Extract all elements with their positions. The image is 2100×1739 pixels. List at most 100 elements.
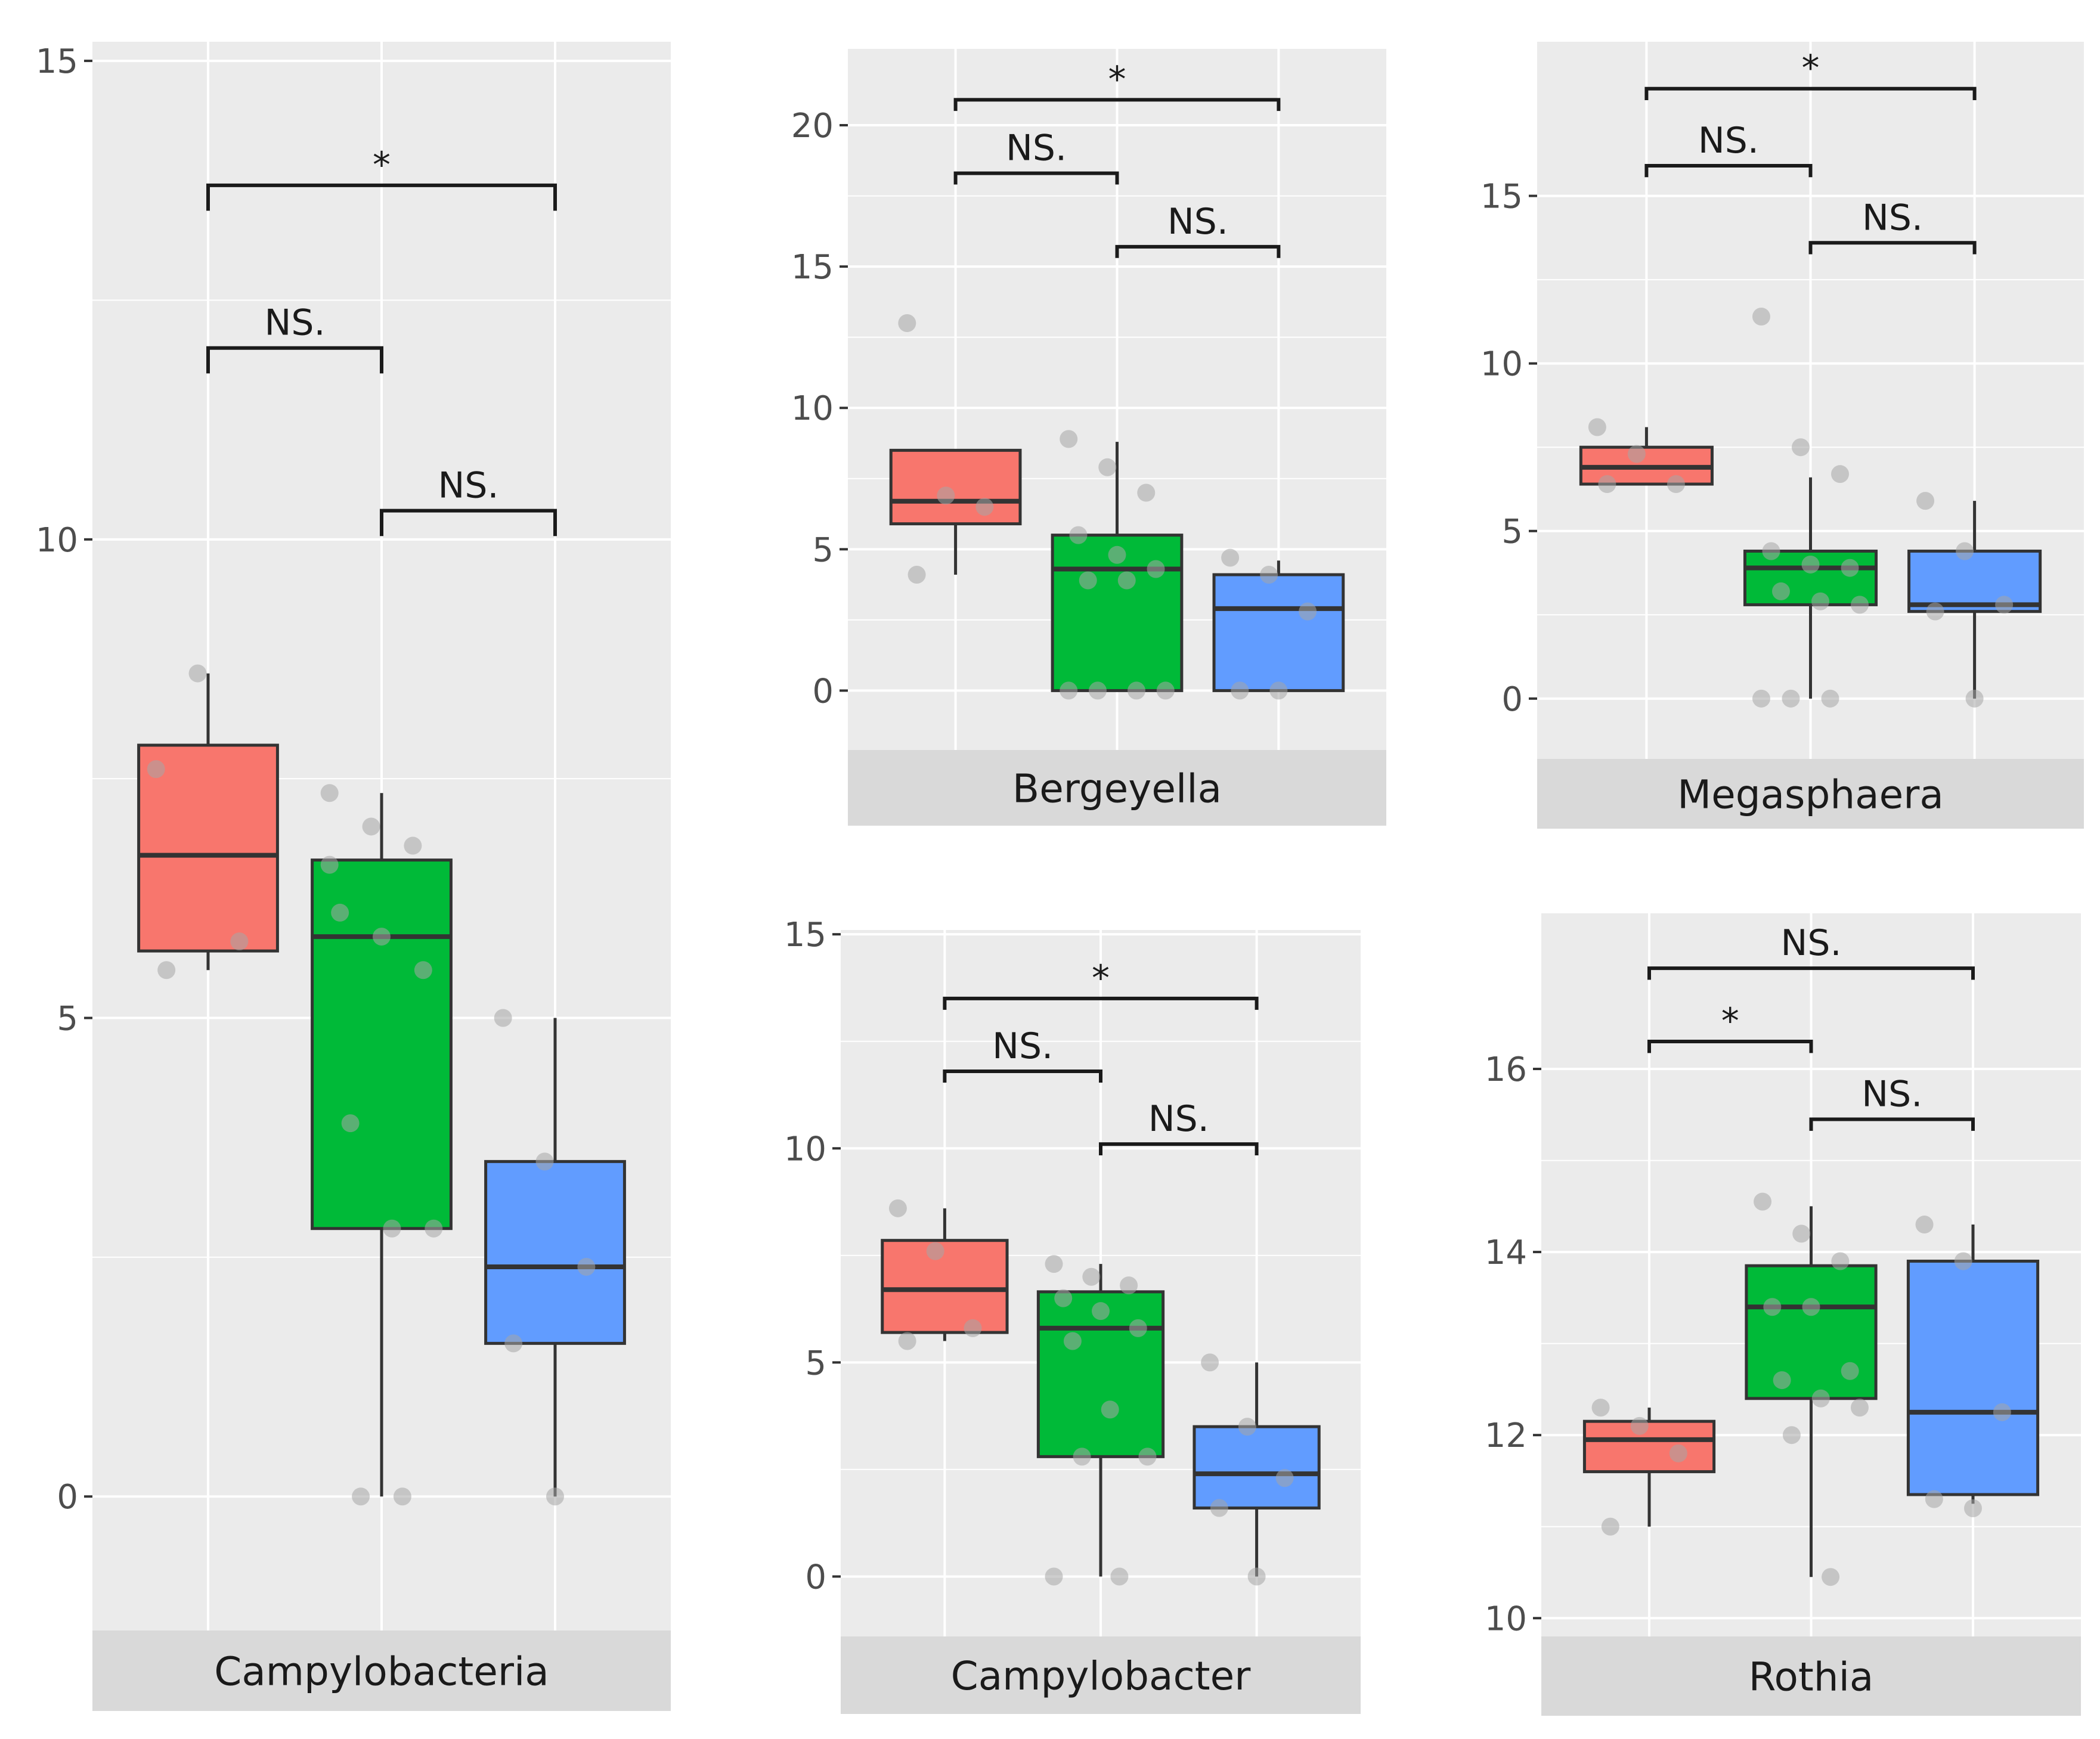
significance-label: NS. [1006,128,1067,169]
box-group-3 [1193,1425,1321,1510]
data-point [1773,1371,1791,1390]
data-point [383,1219,401,1238]
significance-bracket [1808,241,1977,255]
data-point [1752,307,1770,326]
data-point [1045,1255,1063,1273]
data-point [331,903,349,922]
data-point [1129,1319,1147,1337]
panel-campylobacter: 0 5 10 15 * NS. NS. Campylobacter [784,916,1361,1714]
data-point [1060,681,1078,700]
significance-label: * [373,144,391,186]
significance-label: NS. [1861,1073,1922,1115]
data-point [352,1487,370,1506]
significance-label: * [1108,58,1126,100]
data-point [157,961,176,979]
data-point [1201,1353,1219,1372]
significance-label: * [1802,48,1820,89]
y-tick-label: 20 [791,107,834,145]
data-point [1601,1517,1619,1536]
data-point [1092,1302,1110,1320]
data-point [1108,545,1126,564]
significance-bracket [380,509,557,537]
data-point [147,760,165,779]
data-point [1782,1426,1801,1444]
data-point [1630,1416,1649,1435]
y-tick-label: 10 [791,389,834,428]
data-point [926,1242,944,1260]
y-tick-label: 5 [1501,513,1523,551]
data-point [1260,566,1278,584]
facet-label: Rothia [1749,1654,1874,1700]
data-point [414,961,432,979]
data-point [1995,596,2014,614]
data-point [1063,1332,1082,1350]
data-point [1073,1447,1091,1466]
data-point [404,836,422,855]
y-tick-label: 15 [791,248,834,287]
y-tick-label: 10 [1480,345,1523,384]
data-point [504,1334,523,1353]
data-point [1925,1490,1943,1508]
y-tick-label: 5 [805,1344,826,1382]
box-group-2 [1745,1264,1878,1400]
facet-label: Campylobacteria [214,1649,549,1695]
data-point [1811,1389,1830,1408]
box-group-3 [1906,1259,2040,1496]
data-point [1231,681,1249,700]
data-point [1117,571,1136,590]
data-point [907,566,926,584]
significance-bracket [1644,163,1813,178]
data-point [1110,1567,1129,1586]
data-point [898,1332,916,1350]
data-point [1822,1568,1840,1586]
box-group-2 [311,858,453,1230]
data-point [964,1319,982,1337]
significance-bracket [1099,1142,1259,1156]
facet-strip [841,1636,1361,1714]
data-point [577,1257,596,1276]
data-point [362,817,380,836]
significance-label: NS. [1698,120,1759,162]
data-point [535,1152,554,1171]
data-point [1210,1499,1228,1517]
data-point [320,855,339,874]
facet-strip [1537,759,2084,829]
significance-label: * [1721,1000,1739,1042]
data-point [1915,1216,1934,1234]
data-point [1964,1499,1982,1518]
data-point [1792,1225,1811,1243]
facet-strip [1541,1636,2081,1716]
data-point [1993,1403,2011,1421]
significance-bracket [1809,1117,1975,1131]
y-tick-label: 5 [57,1000,78,1039]
data-point [1791,438,1810,457]
box-group-3 [1212,573,1345,692]
data-point [1247,1567,1266,1586]
data-point [1299,602,1317,621]
data-point [320,784,339,802]
data-point [888,1199,907,1217]
significance-bracket [1647,1039,1813,1053]
data-point [1128,681,1146,700]
data-point [1831,1252,1850,1270]
panel-campylobacteria: 0 5 10 15 * NS. NS. Campylobacteria [36,42,671,1711]
data-point [1965,689,1984,708]
y-tick-label: 5 [812,531,834,569]
y-tick-label: 16 [1485,1050,1527,1089]
data-point [1238,1418,1256,1436]
significance-label: NS. [264,302,325,344]
significance-bracket [206,346,383,374]
facet-label: Campylobacter [951,1653,1252,1699]
data-point [1588,418,1606,436]
significance-bracket [953,171,1119,185]
data-point [1841,1362,1859,1380]
significance-bracket [1647,966,1975,980]
data-point [1669,1444,1687,1462]
data-point [393,1487,411,1506]
significance-label: NS. [1167,201,1228,243]
data-point [1598,475,1616,494]
y-tick-label: 10 [784,1130,826,1168]
significance-label: NS. [1148,1098,1209,1140]
significance-bracket [943,1070,1102,1083]
box-group-1 [1582,1419,1716,1474]
